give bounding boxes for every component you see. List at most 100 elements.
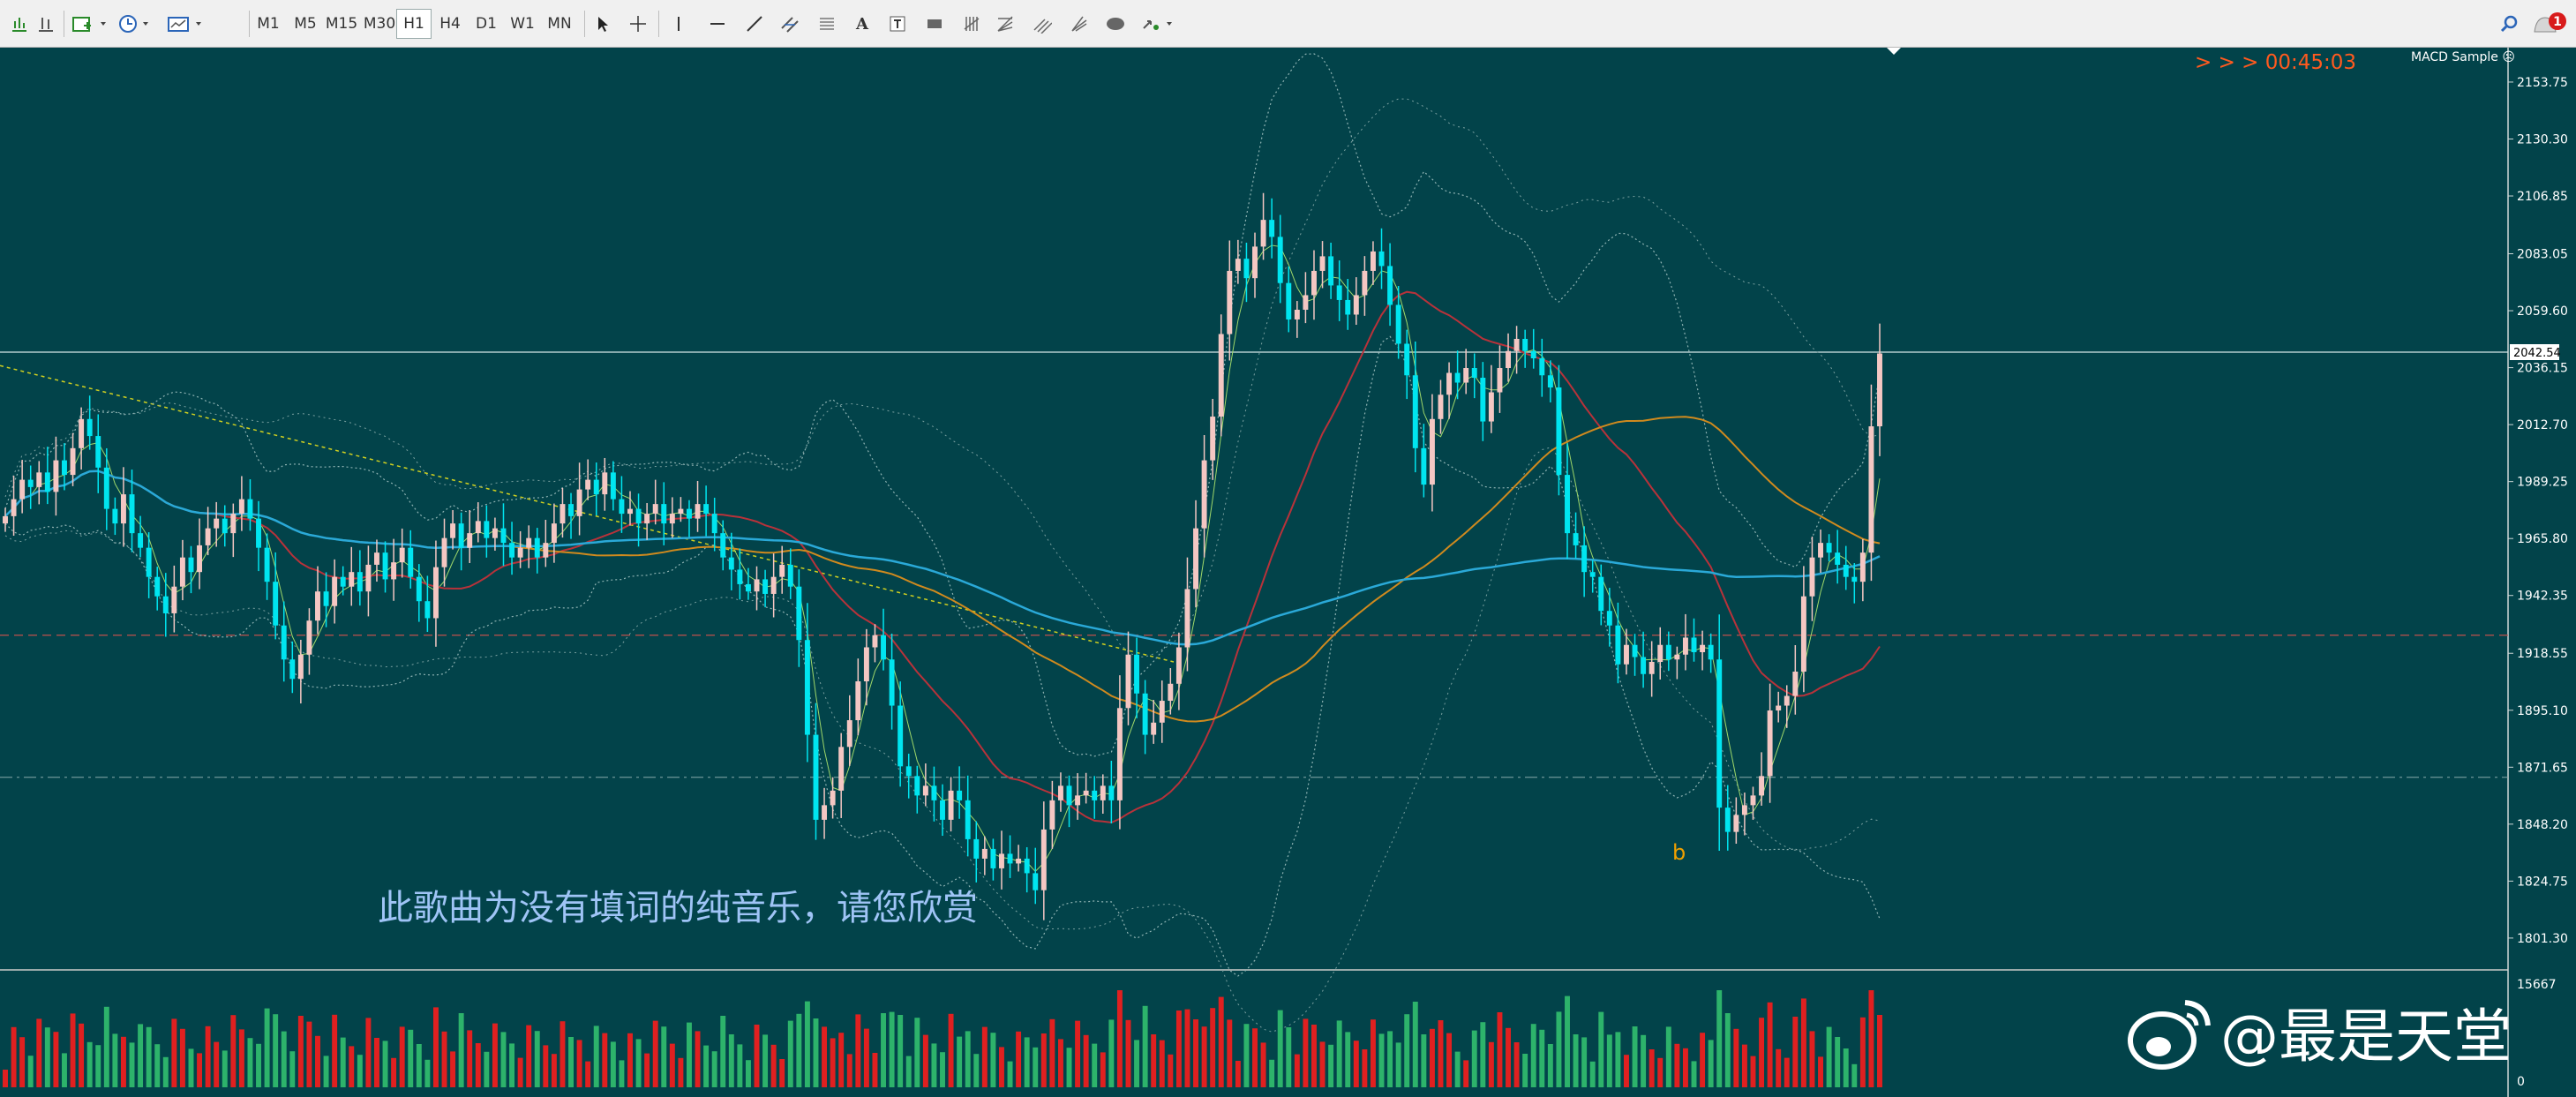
volume-bar	[593, 1026, 599, 1087]
volume-bar	[543, 1045, 549, 1087]
candle-body	[1049, 800, 1055, 830]
candle-body	[1750, 795, 1756, 806]
volume-bar	[627, 1033, 633, 1087]
candle-body	[1016, 858, 1022, 864]
volume-bar	[1446, 1033, 1453, 1087]
candle-body	[1581, 545, 1588, 573]
volume-bar	[796, 1013, 802, 1087]
timeframe-mn[interactable]: MN	[547, 15, 572, 33]
volume-bar	[70, 1013, 76, 1087]
volume-bar	[1049, 1018, 1055, 1087]
vertical-line-icon[interactable]	[665, 9, 692, 39]
timeframe-m30[interactable]: M30	[363, 15, 396, 33]
candle-body	[1759, 776, 1765, 796]
timeframe-h1[interactable]: H1	[396, 9, 432, 39]
indicator-label[interactable]: MACD Sample ☹	[2411, 50, 2515, 64]
timeframe-m1[interactable]: M1	[257, 15, 280, 33]
volume-bar	[1362, 1049, 1368, 1087]
candle-body	[205, 528, 211, 545]
candle-body	[264, 547, 270, 582]
timeframe-m15[interactable]: M15	[325, 15, 358, 33]
gann-fan-icon[interactable]	[1064, 9, 1094, 39]
volume-bar	[1328, 1044, 1334, 1087]
candle-body	[593, 479, 599, 495]
candle-body	[560, 504, 566, 524]
price-chart[interactable]: 2153.75 2130.30 2106.85 2083.05 2059.60 2036.…	[0, 48, 2576, 1097]
parallel-lines-icon[interactable]	[1027, 9, 1057, 39]
candle-body	[3, 515, 8, 524]
volume-bar	[323, 1056, 329, 1087]
chart-shift-marker	[1887, 48, 1901, 55]
horizontal-line-icon[interactable]	[702, 9, 732, 39]
text-icon[interactable]: A	[856, 14, 868, 34]
candle-body	[179, 557, 185, 587]
volume-bar	[1792, 1017, 1799, 1087]
volume-bar	[1513, 1042, 1520, 1087]
text-label-icon[interactable]	[882, 9, 912, 39]
search-icon[interactable]	[2494, 9, 2524, 39]
volume-bar	[965, 1031, 971, 1087]
volume-bar	[197, 1053, 203, 1087]
timeframe-w1[interactable]: W1	[510, 15, 535, 33]
grid-lines-icon[interactable]	[957, 9, 987, 39]
volume-bar	[1345, 1032, 1351, 1087]
candle-body	[273, 582, 279, 626]
volume-bar	[475, 1043, 481, 1087]
candle-body	[1235, 259, 1241, 271]
chart-bar-icon[interactable]	[7, 9, 32, 39]
volume-bar	[846, 1054, 852, 1087]
volume-bar	[1336, 1020, 1342, 1087]
volume-bar	[762, 1034, 769, 1087]
volume-bar	[973, 1054, 980, 1087]
volume-bar	[256, 1043, 261, 1087]
candle-body	[1370, 251, 1376, 271]
clock-dropdown-icon[interactable]	[116, 9, 161, 39]
rectangle-icon[interactable]	[920, 9, 950, 39]
timeframe-d1[interactable]: D1	[476, 15, 497, 33]
candle-body	[53, 460, 59, 492]
trendline-icon[interactable]	[740, 9, 770, 39]
candle-body	[1488, 392, 1494, 422]
candle-body	[188, 557, 194, 573]
volume-bar	[990, 1033, 996, 1087]
candle-body	[1421, 447, 1427, 485]
timeframe-h4[interactable]: H4	[439, 15, 461, 33]
candle-body	[1463, 368, 1469, 383]
candle-body	[1784, 695, 1790, 706]
volume-bar	[1784, 1057, 1790, 1087]
volume-bar	[872, 1053, 878, 1087]
cursor-icon[interactable]	[588, 9, 618, 39]
volume-bar	[1471, 1030, 1477, 1087]
volume-bar	[1092, 1043, 1098, 1087]
candle-body	[1024, 858, 1030, 874]
ellipse-icon[interactable]	[1100, 9, 1131, 39]
candle-body	[652, 504, 658, 515]
timeframe-m5[interactable]: M5	[294, 15, 317, 33]
candle-body	[154, 576, 161, 597]
volume-bar	[382, 1041, 388, 1087]
candle-body	[838, 747, 845, 791]
countdown-timer: > > > 00:45:03	[2195, 51, 2356, 74]
candle-body	[897, 705, 904, 767]
candle-body	[340, 576, 346, 587]
candle-body	[1573, 533, 1579, 545]
candle-body	[1700, 644, 1706, 652]
candle-body	[1362, 270, 1368, 296]
candlestick-icon[interactable]	[34, 9, 58, 39]
candle-body	[762, 579, 769, 594]
new-chart-dropdown-icon[interactable]	[69, 9, 113, 39]
candle-body	[230, 514, 237, 534]
candle-body	[830, 790, 836, 806]
candle-body	[585, 479, 591, 490]
crosshair-icon[interactable]	[623, 9, 653, 39]
candle-body	[1522, 338, 1528, 351]
fibonacci-icon[interactable]	[812, 9, 842, 39]
volume-bar	[281, 1031, 287, 1087]
arrows-dropdown-icon[interactable]	[1138, 9, 1179, 39]
templates-dropdown-icon[interactable]	[164, 9, 208, 39]
price-tick-label: 1801.30	[2517, 932, 2568, 946]
fibonacci-fan-icon[interactable]	[990, 9, 1020, 39]
channel-icon[interactable]	[775, 9, 805, 39]
candle-body	[297, 654, 304, 680]
notifications-icon[interactable]: 1	[2527, 9, 2570, 39]
